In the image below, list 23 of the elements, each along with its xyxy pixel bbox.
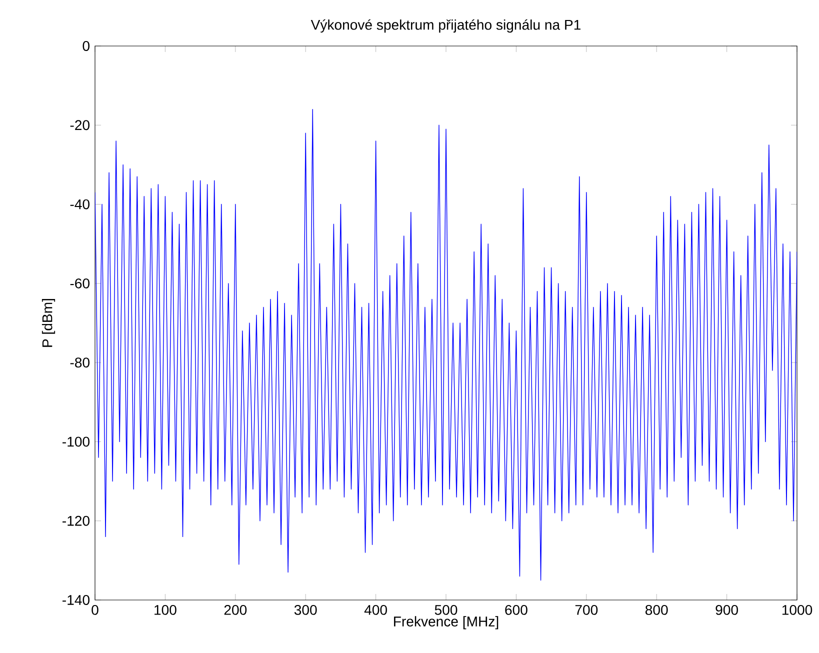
chart-title: Výkonové spektrum přijatého signálu na P1 [310,19,580,33]
x-tick-label: 600 [505,604,528,615]
y-tick-label: -120 [62,516,90,526]
x-tick-label: 200 [224,604,247,615]
x-tick-label: 700 [575,604,598,615]
y-tick-label: -140 [62,595,90,605]
x-tick-label: 400 [364,604,387,615]
y-tick-label: 0 [82,41,90,51]
y-tick-label: -40 [70,199,90,210]
x-tick-label: 0 [92,604,98,615]
line-series [95,108,798,581]
y-tick-label: -100 [62,436,90,447]
y-tick-label: -20 [70,120,90,130]
y-tick-label: -80 [70,358,90,368]
x-tick-label: 800 [645,604,668,615]
x-tick-label: 1000 [782,604,812,615]
x-tick-label: 300 [294,604,317,615]
x-tick-label: 100 [154,604,176,615]
y-axis-title: P [dBm] [42,299,56,347]
x-axis-title: Frekvence [MHz] [394,616,498,630]
y-tick-label: -60 [70,278,90,288]
x-tick-label: 500 [434,604,458,615]
x-tick-label: 900 [716,604,738,615]
